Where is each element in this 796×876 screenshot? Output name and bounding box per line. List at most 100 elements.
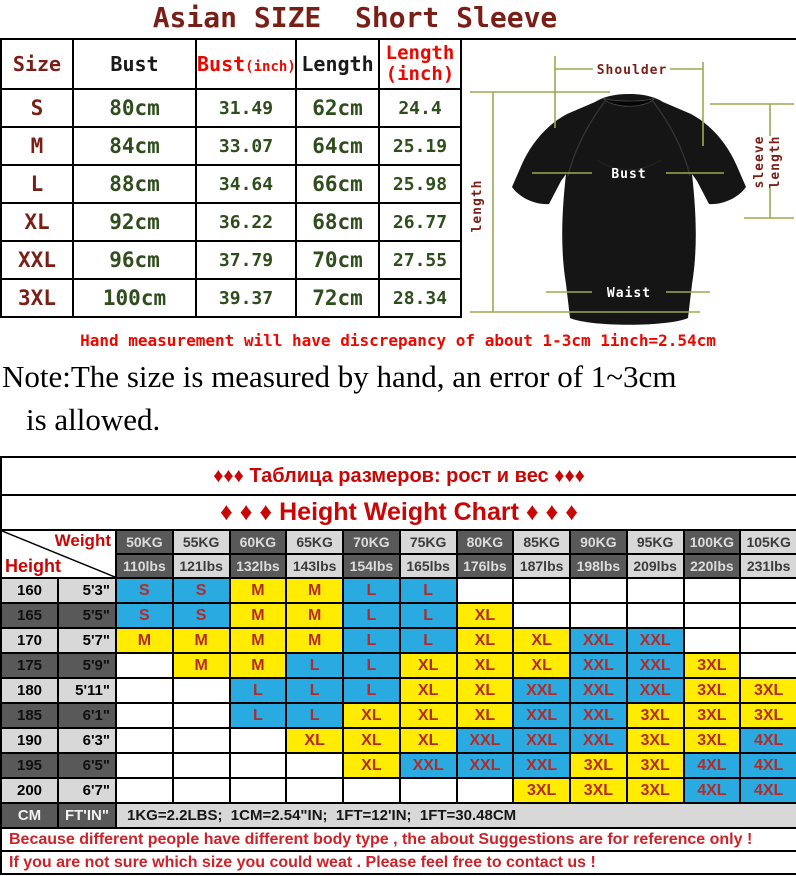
size-recommendation-cell: 3XL <box>569 752 628 779</box>
conversions-cell: 1KG=2.2LBS; 1CM=2.54"IN; 1FT=12'IN; 1FT=… <box>114 802 796 829</box>
size-recommendation-cell: XXL <box>569 727 628 754</box>
height-ftin-cell: 5'11" <box>57 677 117 704</box>
weight-kg-cell: 80KG <box>455 529 515 555</box>
size-recommendation-cell: XL <box>285 727 344 754</box>
weight-lbs-cell: 121lbs <box>171 553 231 579</box>
weight-kg-cell: 100KG <box>682 529 742 555</box>
height-ftin-cell: 5'5" <box>57 602 117 629</box>
size-recommendation-cell <box>285 752 344 779</box>
col-header-size: Size <box>0 38 74 90</box>
chart-title-english-row: ♦ ♦ ♦ Height Weight Chart ♦ ♦ ♦ <box>0 494 796 531</box>
size-cell: L <box>0 164 74 204</box>
measurement-cell: 68cm <box>295 202 380 242</box>
size-recommendation-cell: XL <box>398 652 458 679</box>
chart-title-english: ♦ ♦ ♦ Height Weight Chart ♦ ♦ ♦ <box>0 494 796 531</box>
collar <box>602 97 656 107</box>
size-recommendation-cell: XXL <box>569 627 628 654</box>
measurement-cell: 64cm <box>295 126 380 166</box>
height-cm-cell: 180 <box>0 677 59 704</box>
height-ftin-cell: 6'7" <box>57 777 117 804</box>
size-recommendation-cell <box>739 652 796 679</box>
size-recommendation-cell <box>171 777 231 804</box>
size-recommendation-cell: S <box>171 577 231 604</box>
height-cm-cell: 165 <box>0 602 59 629</box>
size-recommendation-cell: XL <box>455 652 515 679</box>
height-cm-cell: 190 <box>0 727 59 754</box>
col-header-bust: Bust <box>72 38 197 90</box>
height-ftin-cell: 6'3" <box>57 727 117 754</box>
size-recommendation-cell: 3XL <box>682 677 742 704</box>
size-recommendation-cell <box>682 627 742 654</box>
size-recommendation-cell: L <box>342 577 401 604</box>
measurement-cell: 26.77 <box>378 202 462 242</box>
size-recommendation-cell: L <box>285 652 344 679</box>
size-recommendation-cell: L <box>285 677 344 704</box>
size-recommendation-cell: 3XL <box>625 752 685 779</box>
weight-kg-cell: 95KG <box>625 529 685 555</box>
weight-lbs-header-row: 110lbs 121lbs 132lbs 143lbs 154lbs 165lbs 176l… <box>1 553 796 579</box>
size-recommendation-cell: 3XL <box>625 702 685 729</box>
size-table-row: S 80cm 31.49 62cm 24.4 <box>0 88 462 128</box>
size-recommendation-cell <box>228 752 288 779</box>
size-recommendation-cell: XL <box>342 752 401 779</box>
raglan-seam-right <box>651 99 691 177</box>
chest-shading <box>596 159 662 171</box>
weight-kg-cell: 60KG <box>228 529 288 555</box>
size-recommendation-cell <box>171 702 231 729</box>
size-recommendation-cell <box>115 652 174 679</box>
weight-lbs-cell: 209lbs <box>625 553 685 579</box>
size-recommendation-cell: M <box>228 577 288 604</box>
col-header-bust-inch: Bust(inch) <box>195 38 297 90</box>
measurement-cell: 39.37 <box>195 278 297 318</box>
size-recommendation-cell: XL <box>455 677 515 704</box>
size-recommendation-cell: L <box>228 702 288 729</box>
size-recommendation-cell: XL <box>455 627 515 654</box>
size-table-row: M 84cm 33.07 64cm 25.19 <box>0 126 462 166</box>
chart-note-2-row: If you are not sure which size you could… <box>0 850 796 875</box>
size-recommendation-cell: XL <box>398 727 458 754</box>
size-recommendation-cell <box>739 602 796 629</box>
size-recommendation-cell <box>115 752 174 779</box>
measurement-cell: 62cm <box>295 88 380 128</box>
size-recommendation-cell <box>228 727 288 754</box>
height-ftin-cell: 5'9" <box>57 652 117 679</box>
size-recommendation-cell: XL <box>342 727 401 754</box>
chart-note-1: Because different people have different … <box>0 827 796 852</box>
chart-footer-row: CM FT'IN" 1KG=2.2LBS; 1CM=2.54"IN; 1FT=1… <box>0 802 796 829</box>
size-cell: 3XL <box>0 278 74 318</box>
size-recommendation-cell: M <box>228 627 288 654</box>
height-ftin-cell: 5'7" <box>57 627 117 654</box>
size-recommendation-cell: L <box>342 627 401 654</box>
size-recommendation-cell: XXL <box>625 627 685 654</box>
size-recommendation-cell <box>682 602 742 629</box>
weight-lbs-cell: 231lbs <box>739 553 796 579</box>
size-cell: S <box>0 88 74 128</box>
size-recommendation-cell <box>115 677 174 704</box>
size-table-row: XXL 96cm 37.79 70cm 27.55 <box>0 240 462 280</box>
col-header-length-inch: Length (inch) <box>378 38 462 90</box>
height-ftin-cell: 6'5" <box>57 752 117 779</box>
weight-kg-cell: 75KG <box>398 529 458 555</box>
size-recommendation-cell <box>171 752 231 779</box>
size-recommendation-cell: 3XL <box>682 652 742 679</box>
footer-cm-label: CM <box>0 802 59 829</box>
size-recommendation-cell: 3XL <box>569 777 628 804</box>
height-cm-cell: 160 <box>0 577 59 604</box>
size-recommendation-cell: L <box>342 677 401 704</box>
height-row: 195 6'5" XL XXL XXL XXL 3XL 3XL 4XL 4XL <box>0 752 796 779</box>
height-cm-cell: 195 <box>0 752 59 779</box>
size-recommendation-cell: 3XL <box>512 777 571 804</box>
shirt-diagram: Shoulder Bust Waist length sleeve length <box>470 56 794 325</box>
sleeve-length-label-word1: sleeve <box>752 136 767 189</box>
weight-lbs-cell: 154lbs <box>342 553 401 579</box>
weight-height-corner-cell: Weight Height <box>0 529 117 579</box>
weight-kg-cell: 50KG <box>115 529 174 555</box>
height-row: 175 5'9" M M L L XL XL XL XXL XXL 3XL <box>0 652 796 679</box>
height-row: 190 6'3" XL XL XL XXL XXL XXL 3XL 3XL 4XL <box>0 727 796 754</box>
height-ftin-cell: 6'1" <box>57 702 117 729</box>
size-recommendation-cell <box>398 777 458 804</box>
size-recommendation-cell: XXL <box>512 727 571 754</box>
weight-lbs-cell: 220lbs <box>682 553 742 579</box>
size-table-row: L 88cm 34.64 66cm 25.98 <box>0 164 462 204</box>
